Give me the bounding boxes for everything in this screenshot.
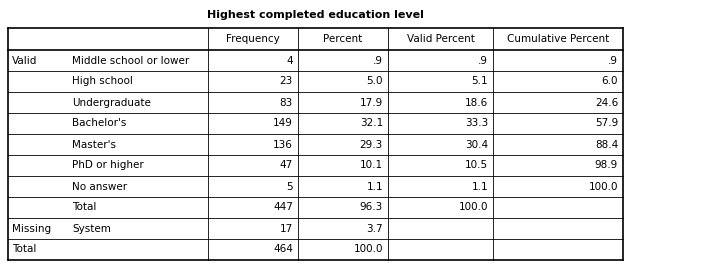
Text: 33.3: 33.3 <box>464 118 488 129</box>
Text: 17.9: 17.9 <box>360 97 383 107</box>
Text: 98.9: 98.9 <box>595 161 618 171</box>
Text: 5: 5 <box>287 182 293 192</box>
Text: 29.3: 29.3 <box>360 139 383 150</box>
Text: 5.0: 5.0 <box>366 76 383 86</box>
Text: Valid: Valid <box>12 55 37 65</box>
Text: High school: High school <box>72 76 133 86</box>
Text: 18.6: 18.6 <box>464 97 488 107</box>
Text: 100.0: 100.0 <box>354 245 383 254</box>
Text: 88.4: 88.4 <box>595 139 618 150</box>
Text: 5.1: 5.1 <box>472 76 488 86</box>
Text: Valid Percent: Valid Percent <box>407 34 474 44</box>
Text: Total: Total <box>12 245 37 254</box>
Text: Master's: Master's <box>72 139 116 150</box>
Text: Undergraduate: Undergraduate <box>72 97 151 107</box>
Text: 32.1: 32.1 <box>360 118 383 129</box>
Text: Total: Total <box>72 203 96 213</box>
Text: Percent: Percent <box>323 34 363 44</box>
Text: Bachelor's: Bachelor's <box>72 118 127 129</box>
Text: Cumulative Percent: Cumulative Percent <box>507 34 609 44</box>
Text: Missing: Missing <box>12 224 51 233</box>
Text: 100.0: 100.0 <box>459 203 488 213</box>
Text: Frequency: Frequency <box>226 34 280 44</box>
Text: 30.4: 30.4 <box>465 139 488 150</box>
Text: 10.1: 10.1 <box>360 161 383 171</box>
Text: .9: .9 <box>608 55 618 65</box>
Text: 136: 136 <box>273 139 293 150</box>
Text: 47: 47 <box>280 161 293 171</box>
Text: .9: .9 <box>373 55 383 65</box>
Text: 1.1: 1.1 <box>366 182 383 192</box>
Text: 447: 447 <box>273 203 293 213</box>
Text: 96.3: 96.3 <box>360 203 383 213</box>
Text: 1.1: 1.1 <box>472 182 488 192</box>
Text: 149: 149 <box>273 118 293 129</box>
Text: Middle school or lower: Middle school or lower <box>72 55 189 65</box>
Text: 23: 23 <box>280 76 293 86</box>
Text: 10.5: 10.5 <box>465 161 488 171</box>
Text: 17: 17 <box>280 224 293 233</box>
Text: .9: .9 <box>478 55 488 65</box>
Text: System: System <box>72 224 111 233</box>
Text: 57.9: 57.9 <box>595 118 618 129</box>
Text: 83: 83 <box>280 97 293 107</box>
Text: 4: 4 <box>287 55 293 65</box>
Text: PhD or higher: PhD or higher <box>72 161 144 171</box>
Text: 3.7: 3.7 <box>366 224 383 233</box>
Text: Highest completed education level: Highest completed education level <box>207 10 424 20</box>
Text: 464: 464 <box>273 245 293 254</box>
Text: No answer: No answer <box>72 182 127 192</box>
Text: 24.6: 24.6 <box>595 97 618 107</box>
Text: 100.0: 100.0 <box>588 182 618 192</box>
Text: 6.0: 6.0 <box>601 76 618 86</box>
